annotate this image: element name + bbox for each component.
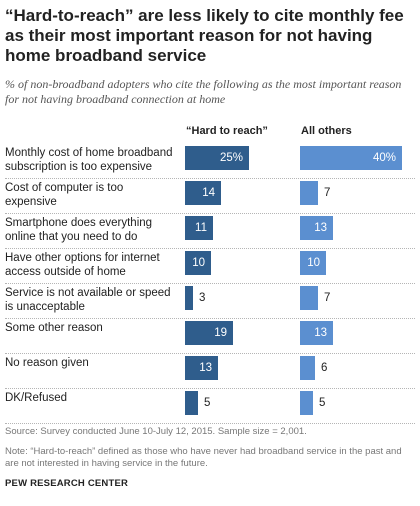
row-divider: [5, 248, 415, 249]
chart-row: Cost of computer is too expensive 14 7: [0, 181, 420, 216]
bar-all-others: [300, 321, 333, 345]
chart-row: Monthly cost of home broadband subscript…: [0, 146, 420, 181]
row-divider: [5, 178, 415, 179]
bar-hard-to-reach: [185, 251, 211, 275]
bar-all-others: [300, 216, 333, 240]
chart-row: Some other reason 19 13: [0, 321, 420, 356]
data-label-all-others: 13: [314, 222, 327, 234]
category-label: DK/Refused: [5, 392, 68, 404]
data-label-hard-to-reach: 14: [202, 187, 215, 199]
row-divider: [5, 353, 415, 354]
data-label-all-others: 40%: [372, 152, 396, 164]
bar-all-others: [300, 391, 313, 415]
category-label: Monthly cost of home broadband subscript…: [5, 147, 173, 173]
chart-row: Have other options for internet access o…: [0, 251, 420, 286]
data-label-all-others: 10: [307, 257, 320, 269]
bar-hard-to-reach: [185, 356, 218, 380]
data-label-hard-to-reach: 25%: [219, 152, 243, 164]
category-label: Smartphone does everything online that y…: [5, 217, 153, 243]
row-divider: [5, 213, 415, 214]
chart-row: Smartphone does everything online that y…: [0, 216, 420, 251]
row-divider: [5, 388, 415, 389]
bar-hard-to-reach: [185, 216, 213, 240]
data-label-all-others: 7: [324, 187, 331, 199]
data-label-all-others: 13: [314, 327, 327, 339]
bar-hard-to-reach: [185, 146, 249, 170]
chart-title: “Hard-to-reach” are less likely to cite …: [5, 6, 404, 65]
bar-hard-to-reach: [185, 286, 193, 310]
category-label: Have other options for internet access o…: [5, 252, 160, 278]
category-label: No reason given: [5, 357, 89, 369]
bar-hard-to-reach: [185, 321, 233, 345]
column-header-hard-to-reach: “Hard to reach”: [186, 125, 268, 137]
category-label: Service is not available or speed is una…: [5, 287, 171, 313]
row-divider: [5, 423, 415, 424]
bar-hard-to-reach: [185, 181, 221, 205]
chart-row: DK/Refused 5 5: [0, 391, 420, 426]
chart-subtitle: % of non-broadband adopters who cite the…: [5, 77, 402, 106]
bar-hard-to-reach: [185, 391, 198, 415]
column-header-all-others: All others: [301, 125, 352, 137]
row-divider: [5, 318, 415, 319]
credit-line: PEW RESEARCH CENTER: [5, 478, 129, 489]
row-divider: [5, 283, 415, 284]
data-label-hard-to-reach: 10: [192, 257, 205, 269]
data-label-hard-to-reach: 5: [204, 397, 211, 409]
category-label: Some other reason: [5, 322, 103, 334]
data-label-hard-to-reach: 11: [195, 222, 207, 234]
data-label-all-others: 6: [321, 362, 328, 374]
data-label-hard-to-reach: 19: [214, 327, 227, 339]
category-label: Cost of computer is too expensive: [5, 182, 124, 208]
bar-all-others: [300, 251, 326, 275]
chart-row: Service is not available or speed is una…: [0, 286, 420, 321]
chart-row: No reason given 13 6: [0, 356, 420, 391]
bar-all-others: [300, 356, 315, 380]
bar-all-others: [300, 146, 402, 170]
definition-note: Note: “Hard-to-reach” defined as those w…: [5, 446, 402, 469]
data-label-all-others: 7: [324, 292, 331, 304]
data-label-all-others: 5: [319, 397, 326, 409]
source-note: Source: Survey conducted June 10-July 12…: [5, 426, 307, 437]
data-label-hard-to-reach: 13: [199, 362, 212, 374]
bar-all-others: [300, 181, 318, 205]
data-label-hard-to-reach: 3: [199, 292, 206, 304]
bar-all-others: [300, 286, 318, 310]
